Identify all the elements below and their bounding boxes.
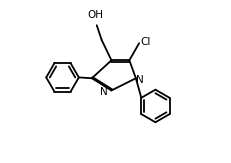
Text: N: N — [136, 75, 144, 85]
Text: Cl: Cl — [141, 37, 151, 47]
Text: OH: OH — [87, 10, 103, 20]
Text: N: N — [100, 87, 108, 97]
